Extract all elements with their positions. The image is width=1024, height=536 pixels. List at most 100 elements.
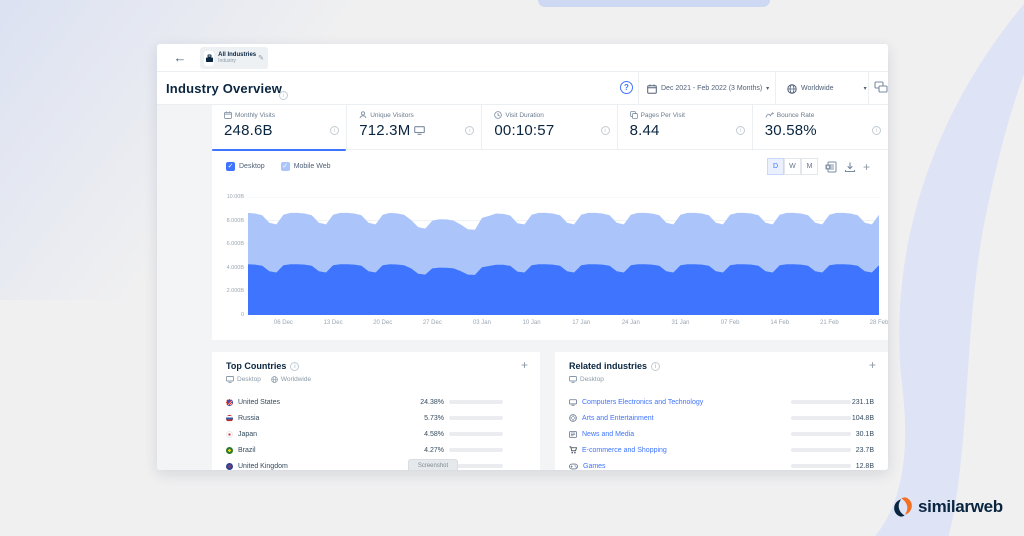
country-row[interactable]: Japan 4.58%: [226, 426, 526, 442]
region-picker[interactable]: Worldwide ▾: [787, 72, 867, 105]
globe-icon: [787, 83, 797, 94]
x-axis-tick: 31 Jan: [671, 320, 690, 326]
info-icon[interactable]: i: [735, 119, 745, 137]
info-icon[interactable]: i: [279, 84, 288, 102]
x-axis-tick: 20 Dec: [373, 320, 393, 326]
y-axis-tick: 2.000B: [226, 288, 244, 295]
metric-label: Pages Per Visit: [629, 111, 742, 119]
legend-desktop[interactable]: ✓ Desktop: [226, 162, 265, 171]
industry-visits: 23.7B: [855, 446, 874, 454]
flag-icon-jp: [226, 430, 233, 438]
date-range-picker[interactable]: Dec 2021 - Feb 2022 (3 Months) ▾: [647, 72, 769, 105]
share-bar: [449, 448, 503, 452]
help-icon[interactable]: ?: [620, 81, 633, 94]
add-widget-icon[interactable]: +: [868, 358, 876, 372]
y-axis-tick: 10.00B: [226, 194, 244, 200]
flag-icon-ru: [226, 414, 233, 422]
y-axis-tick: 6.000B: [226, 241, 244, 248]
back-button[interactable]: ←: [173, 50, 187, 65]
industry-link[interactable]: Computers Electronics and Technology: [582, 398, 704, 406]
metric-label: Monthly Visits: [224, 111, 336, 119]
industry-link[interactable]: E-commerce and Shopping: [582, 446, 667, 454]
info-icon[interactable]: i: [465, 119, 475, 137]
x-axis-tick: 03 Jan: [472, 320, 491, 326]
info-icon[interactable]: i: [651, 361, 661, 371]
x-axis-tick: 21 Feb: [820, 320, 839, 326]
desktop-icon: [226, 376, 234, 383]
industry-visits: 104.8B: [851, 414, 874, 422]
info-icon[interactable]: i: [330, 119, 340, 137]
add-widget-icon[interactable]: +: [520, 358, 528, 372]
share-bar: [449, 416, 503, 420]
edit-icon[interactable]: ✎: [258, 55, 264, 62]
info-icon[interactable]: i: [871, 119, 881, 137]
industry-visits: 231.1B: [851, 398, 874, 406]
divider: [868, 72, 869, 105]
legend-mobile-web[interactable]: ✓ Mobile Web: [280, 162, 331, 171]
country-row[interactable]: Russia 5.73%: [226, 410, 526, 426]
metric-unique-visitors[interactable]: Unique Visitors 712.3M i: [347, 105, 483, 150]
metric-value: 8.44: [629, 122, 660, 139]
metric-bounce-rate[interactable]: Bounce Rate 30.58% i: [753, 105, 888, 150]
chart-legend: ✓ Desktop ✓ Mobile Web: [226, 162, 331, 171]
metric-value: 00:10:57: [494, 122, 555, 139]
monitor-icon: [569, 398, 577, 406]
compare-icon[interactable]: [874, 81, 888, 94]
metric-pages-per-visit[interactable]: Pages Per Visit 8.44 i: [618, 105, 753, 150]
share-bar: [449, 432, 503, 436]
info-icon[interactable]: i: [290, 361, 300, 371]
users-icon: [359, 111, 367, 119]
checkbox-icon[interactable]: ✓: [280, 162, 290, 171]
checkbox-icon[interactable]: ✓: [226, 162, 235, 171]
top-countries-title: Top Countries i: [226, 361, 300, 371]
granularity-d[interactable]: D: [766, 158, 784, 175]
info-icon[interactable]: i: [600, 119, 610, 137]
x-axis-tick: 06 Dec: [273, 320, 293, 326]
entity-pill[interactable]: All Industries Industry ✎: [200, 47, 268, 69]
top-countries-panel: Top Countries i + Desktop Worldwide Unite…: [212, 352, 540, 470]
calendar-icon: [224, 111, 232, 119]
add-to-dashboard-icon[interactable]: +: [862, 159, 870, 174]
excel-export-icon[interactable]: [825, 161, 837, 173]
x-axis-tick: 24 Jan: [621, 320, 640, 326]
metric-monthly-visits[interactable]: Monthly Visits 248.6B i: [212, 105, 348, 151]
country-share: 5.73%: [424, 414, 444, 422]
granularity-m[interactable]: M: [800, 158, 818, 175]
calendar-icon: [647, 84, 657, 94]
country-row[interactable]: Brazil 4.27%: [226, 442, 526, 458]
industry-link[interactable]: News and Media: [582, 430, 635, 438]
related-industries-title: Related industries i: [569, 361, 661, 371]
chevron-down-icon: ▾: [766, 86, 770, 92]
entity-type: Industry: [218, 57, 236, 64]
granularity-w[interactable]: W: [783, 158, 801, 175]
download-icon[interactable]: [844, 161, 856, 173]
region-label: Worldwide: [801, 85, 834, 92]
industry-row: News and Media 30.1B: [569, 426, 874, 442]
y-axis-tick: 0: [240, 312, 244, 318]
country-name: Brazil: [238, 446, 256, 454]
industry-link[interactable]: Games: [583, 462, 606, 470]
metric-visit-duration[interactable]: Visit Duration 00:10:57 i: [482, 105, 618, 150]
content-area: Monthly Visits 248.6B i Unique Visitors 712.…: [157, 105, 888, 470]
x-axis-tick: 13 Dec: [323, 320, 343, 326]
traffic-chart[interactable]: 10.00B 8.000B 6.000B 4.000B 2.000B 0 06 Dec 13 …: [227, 194, 888, 326]
entity-name: All Industries: [218, 51, 257, 58]
flag-icon-uk: [226, 462, 233, 470]
industry-link[interactable]: Arts and Entertainment: [582, 414, 654, 422]
country-row[interactable]: United States 24.38%: [226, 394, 526, 410]
industry-row: Games 12.8B: [569, 458, 874, 470]
country-list: United States 24.38% Russia 5.73% Japan 4.58%…: [226, 394, 526, 470]
industry-visits: 30.1B: [855, 430, 874, 438]
similarweb-logo-text: similarweb: [918, 497, 1003, 516]
stacked-area-chart: [248, 197, 879, 315]
country-row[interactable]: United Kingdom: [226, 458, 526, 470]
film-icon: [569, 414, 577, 422]
metrics-row: Monthly Visits 248.6B i Unique Visitors 712.…: [212, 105, 888, 151]
screenshot-tooltip: Screenshot: [408, 459, 458, 470]
industry-row: E-commerce and Shopping 23.7B: [569, 442, 874, 458]
desktop-icon: [414, 126, 426, 135]
